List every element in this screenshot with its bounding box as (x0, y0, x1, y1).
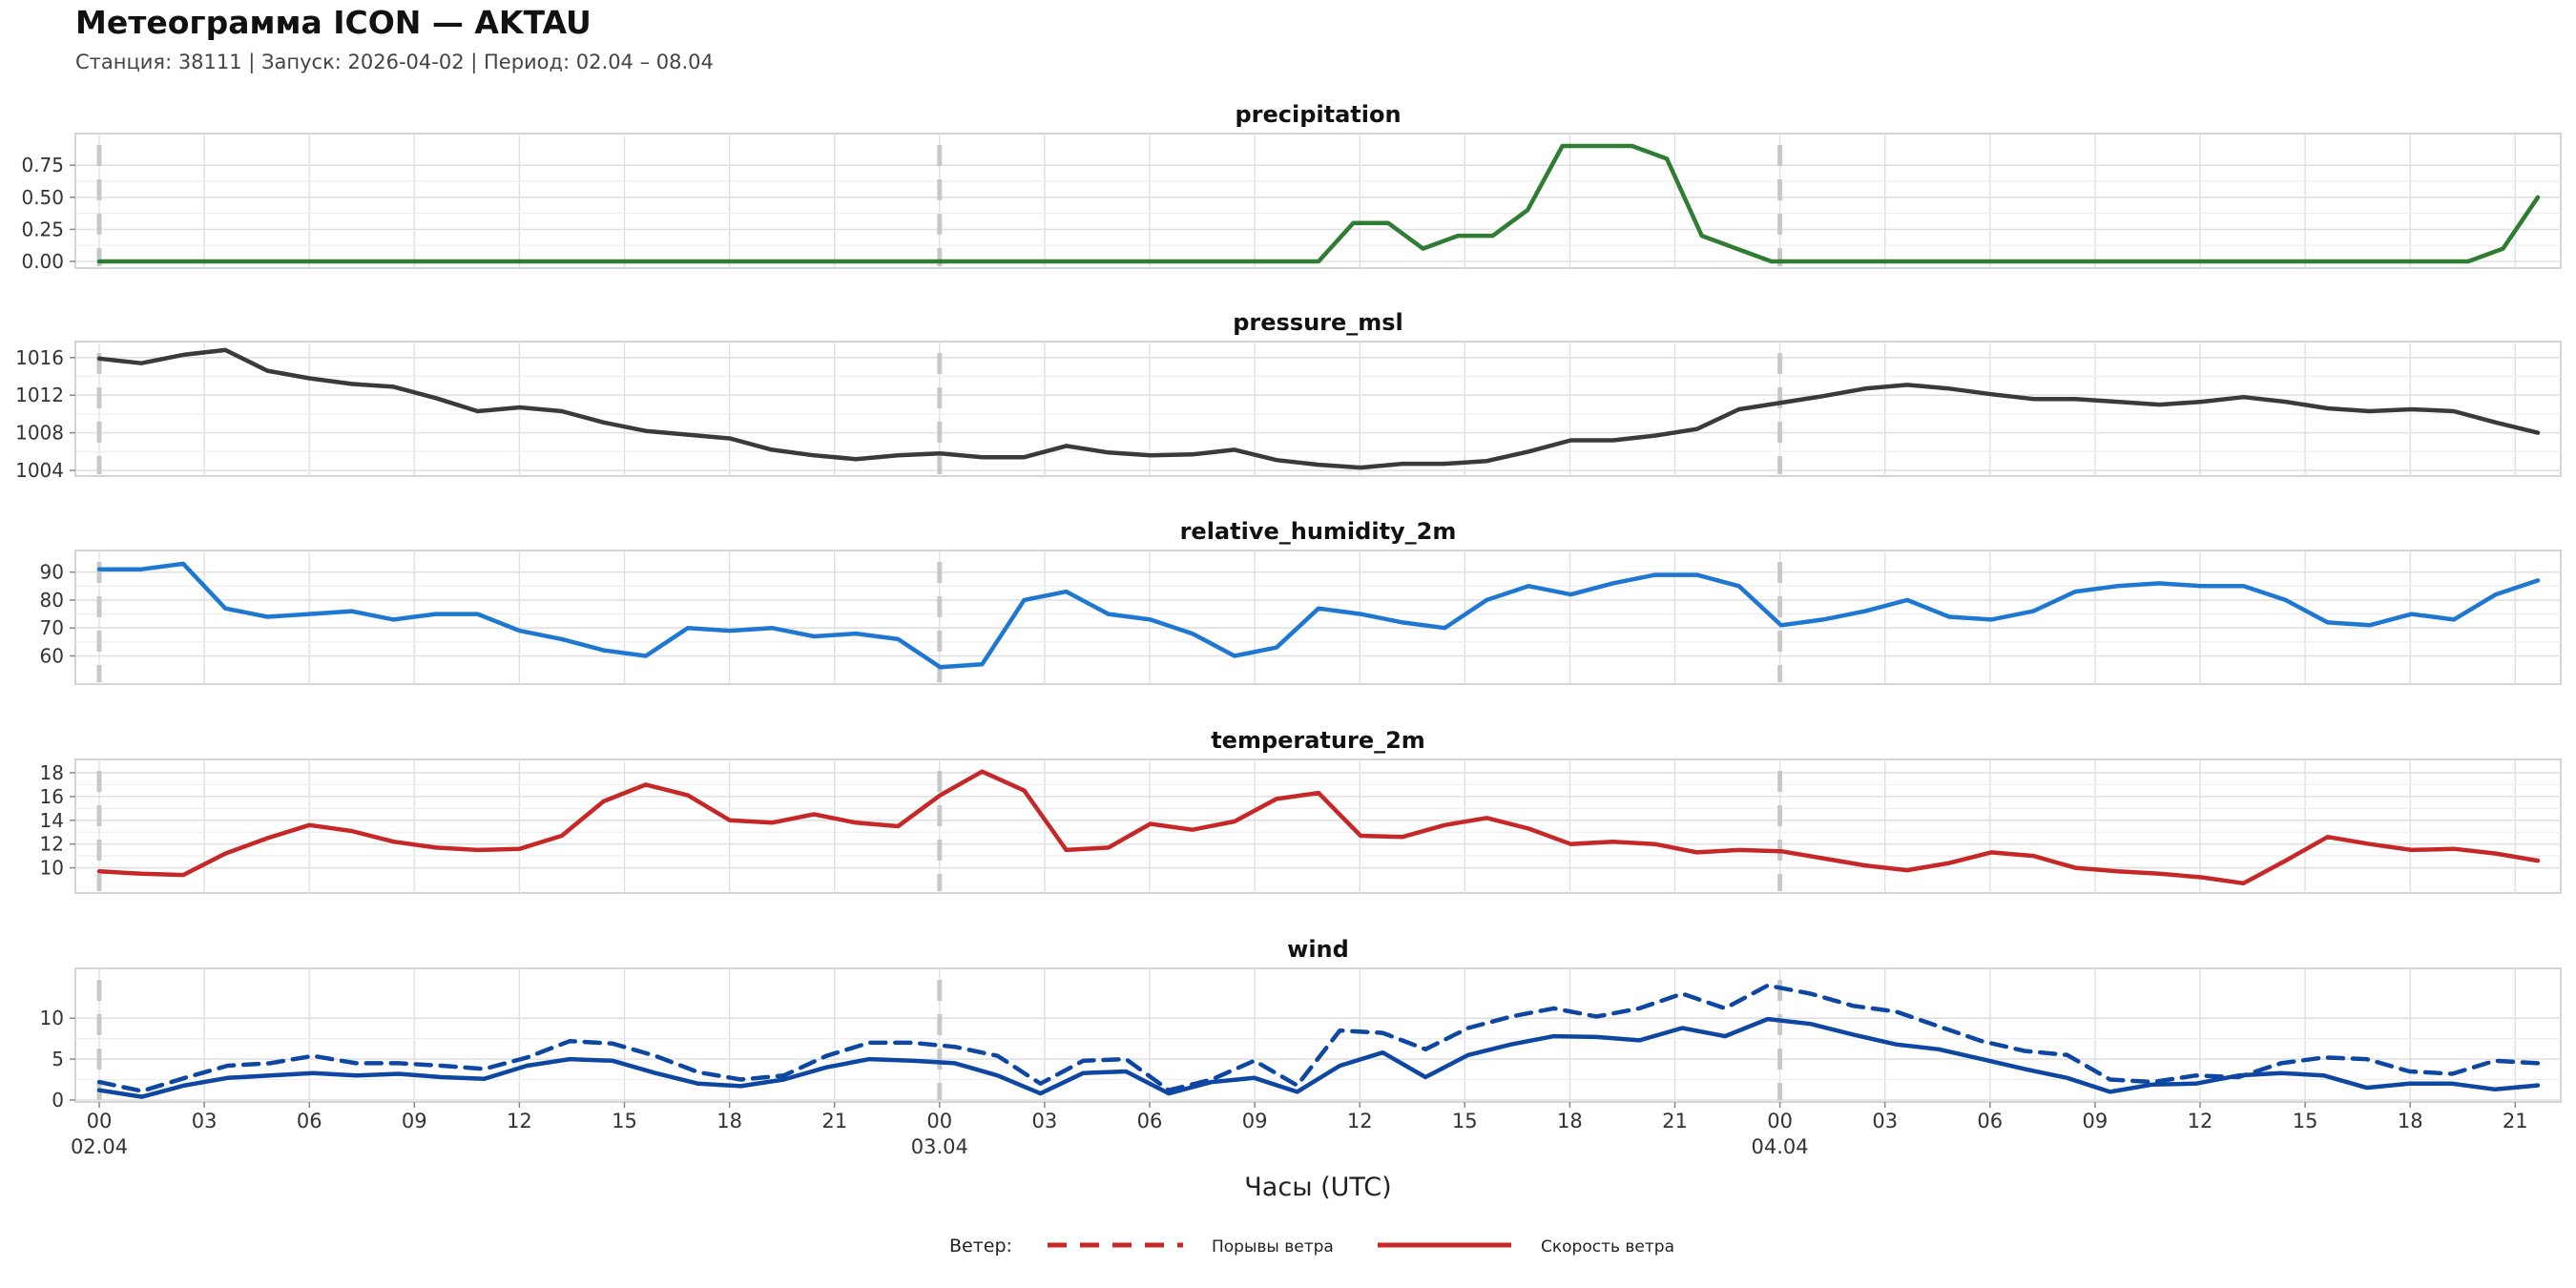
x-tick-label-hour: 00 (1767, 1110, 1793, 1132)
y-tick-label: 16 (40, 785, 64, 808)
panel-title: pressure_msl (1233, 309, 1403, 336)
x-tick-label-hour: 15 (612, 1110, 637, 1132)
x-tick-label-hour: 09 (402, 1110, 427, 1132)
x-tick-label-hour: 12 (2188, 1110, 2213, 1132)
page-title: Метеограмма ICON — AKTAU (75, 4, 592, 41)
y-tick-label: 0.00 (21, 250, 64, 273)
x-tick-label-hour: 12 (507, 1110, 532, 1132)
x-tick-label-hour: 06 (1977, 1110, 2003, 1132)
y-tick-label: 60 (40, 645, 64, 668)
x-tick-label-hour: 06 (297, 1110, 322, 1132)
legend-label-gust: Порывы ветра (1212, 1237, 1334, 1257)
y-tick-label: 10 (40, 857, 64, 880)
x-tick-label-hour: 15 (2293, 1110, 2318, 1132)
y-tick-label: 18 (40, 761, 64, 784)
x-tick-label-hour: 18 (1557, 1110, 1583, 1132)
x-tick-label-hour: 21 (2503, 1110, 2528, 1132)
panel-title: wind (1287, 936, 1349, 963)
x-tick-label-date: 02.04 (71, 1135, 128, 1158)
x-tick-label-hour: 09 (2083, 1110, 2109, 1132)
panel-frame (74, 341, 2562, 477)
page-subtitle: Станция: 38111 | Запуск: 2026-04-02 | Пе… (75, 51, 714, 73)
y-tick-label: 1004 (15, 459, 64, 482)
x-axis-label: Часы (UTC) (1244, 1173, 1391, 1202)
panel-frame (74, 133, 2562, 269)
x-tick-label-hour: 03 (192, 1110, 218, 1132)
x-tick-label-hour: 21 (1662, 1110, 1688, 1132)
y-tick-label: 1012 (15, 384, 64, 406)
wind-series-line (96, 1016, 2541, 1099)
temperature_2m-series-line (96, 769, 2541, 886)
panel-title: relative_humidity_2m (1180, 518, 1457, 545)
x-tick-label-hour: 18 (717, 1110, 742, 1132)
panel-title: precipitation (1235, 101, 1401, 128)
pressure_msl-series-line (96, 347, 2541, 470)
legend-label-speed: Скорость ветра (1541, 1237, 1674, 1257)
x-tick-label-date: 04.04 (1752, 1135, 1809, 1158)
x-tick-label-hour: 00 (87, 1110, 113, 1132)
y-tick-label: 1016 (15, 346, 64, 369)
x-tick-label-hour: 18 (2398, 1110, 2423, 1132)
x-tick-label-date: 03.04 (911, 1135, 968, 1158)
legend-prefix: Ветер: (949, 1236, 1012, 1257)
panel-frame (74, 550, 2562, 685)
y-tick-label: 70 (40, 616, 64, 639)
y-tick-label: 90 (40, 561, 64, 584)
relative_humidity_2m-series-line (96, 561, 2541, 670)
y-tick-label: 80 (40, 589, 64, 612)
precipitation-series-line (96, 143, 2541, 264)
x-tick-label-hour: 15 (1452, 1110, 1478, 1132)
y-tick-label: 0.75 (21, 154, 64, 177)
panel-frame (74, 758, 2562, 894)
wind-gust-line (96, 983, 2541, 1093)
y-tick-label: 14 (40, 809, 64, 832)
x-tick-label-hour: 06 (1137, 1110, 1163, 1132)
y-tick-label: 10 (40, 1007, 64, 1029)
y-tick-label: 1008 (15, 422, 64, 445)
panel-title: temperature_2m (1211, 727, 1425, 754)
y-tick-label: 5 (52, 1048, 64, 1070)
x-tick-label-hour: 12 (1347, 1110, 1373, 1132)
x-tick-label-hour: 00 (926, 1110, 952, 1132)
y-tick-label: 0.25 (21, 218, 64, 240)
x-tick-label-hour: 09 (1242, 1110, 1268, 1132)
x-tick-label-hour: 03 (1872, 1110, 1898, 1132)
x-tick-label-hour: 21 (821, 1110, 847, 1132)
y-tick-label: 12 (40, 833, 64, 856)
x-tick-label-hour: 03 (1032, 1110, 1058, 1132)
y-tick-label: 0.50 (21, 186, 64, 209)
y-tick-label: 0 (52, 1089, 64, 1111)
